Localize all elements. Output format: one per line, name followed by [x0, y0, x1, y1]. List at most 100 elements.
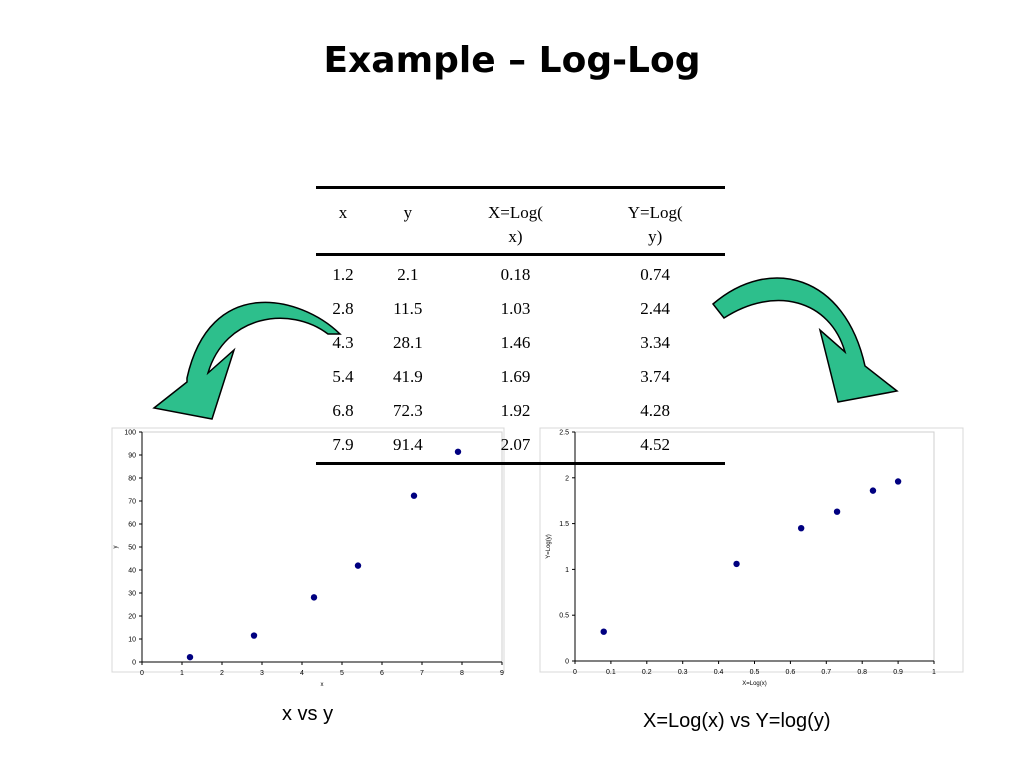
- x-tick-label: 5: [340, 670, 344, 677]
- data-point: [250, 632, 258, 639]
- cell: 3.74: [640, 367, 671, 386]
- x-tick-label: 0: [140, 670, 144, 677]
- cell: 0.74: [640, 265, 671, 284]
- curved-arrow-right: [711, 277, 899, 403]
- caption-x-vs-y: x vs y: [282, 703, 334, 725]
- y-tick-label: 20: [128, 614, 136, 621]
- cell: 2.8: [332, 299, 354, 318]
- table-header-row: x y X=Log(x) Y=Log(y): [316, 187, 725, 256]
- data-point: [600, 628, 607, 635]
- cell: 91.4: [392, 435, 423, 454]
- header-x: x: [316, 187, 371, 256]
- y-tick-label: 30: [128, 591, 136, 598]
- x-tick-label: 0.7: [821, 669, 831, 676]
- table-row: 7.9 91.4 2.07 4.52: [316, 428, 725, 464]
- table-row: 6.8 72.3 1.92 4.28: [316, 394, 725, 428]
- y-tick-label: 90: [128, 453, 136, 460]
- x-tick-label: 0.6: [786, 669, 796, 676]
- y-tick-label: 10: [128, 637, 136, 644]
- cell: 72.3: [392, 401, 423, 420]
- data-point: [354, 562, 362, 569]
- x-tick-label: 8: [460, 670, 464, 677]
- cell: 1.46: [500, 333, 531, 352]
- cell: 28.1: [392, 333, 423, 352]
- x-tick-label: 0.4: [714, 669, 724, 676]
- x-tick-label: 0.5: [750, 669, 760, 676]
- x-tick-label: 0.8: [857, 669, 867, 676]
- y-tick-label: 1.5: [559, 521, 569, 528]
- cell: 7.9: [332, 435, 354, 454]
- data-point: [833, 508, 841, 515]
- curved-arrow-left: [152, 301, 342, 420]
- header-log-x: X=Log(x): [445, 187, 586, 256]
- x-tick-label: 0.3: [678, 669, 688, 676]
- data-point: [454, 448, 462, 455]
- cell: 6.8: [332, 401, 354, 420]
- cell: 4.3: [332, 333, 354, 352]
- chart-frame: [111, 427, 505, 673]
- cell: 4.52: [640, 435, 671, 454]
- cell: 3.34: [640, 333, 671, 352]
- y-tick-label: 80: [128, 476, 136, 483]
- x-tick-label: 4: [300, 670, 304, 677]
- x-tick-label: 2: [220, 670, 224, 677]
- cell: 5.4: [332, 367, 354, 386]
- x-tick-label: 0: [573, 669, 577, 676]
- y-tick-label: 0: [132, 660, 136, 667]
- y-tick-label: 2.5: [559, 430, 569, 437]
- x-axis-title: X=Log(x): [742, 681, 767, 687]
- x-tick-label: 1: [932, 669, 936, 676]
- cell: 1.03: [500, 299, 531, 318]
- data-point: [410, 492, 418, 499]
- x-tick-label: 6: [380, 670, 384, 677]
- table-row: 1.2 2.1 0.18 0.74: [316, 255, 725, 293]
- cell: 1.92: [500, 401, 531, 420]
- y-axis-title: Y=Log(y): [546, 534, 552, 559]
- chart-frame: [539, 427, 964, 673]
- cell: 11.5: [393, 299, 423, 318]
- y-tick-label: 0.5: [559, 613, 569, 620]
- x-tick-label: 0.1: [606, 669, 616, 676]
- table-row: 2.8 11.5 1.03 2.44: [316, 292, 725, 326]
- y-tick-label: 40: [128, 568, 136, 575]
- y-tick-label: 70: [128, 499, 136, 506]
- header-log-y: Y=Log(y): [585, 187, 725, 256]
- x-tick-label: 0.9: [893, 669, 903, 676]
- y-tick-label: 60: [128, 522, 136, 529]
- header-y: y: [370, 187, 446, 256]
- data-point: [733, 560, 740, 568]
- x-tick-label: 3: [260, 670, 264, 677]
- x-tick-label: 9: [500, 670, 504, 677]
- cell: 0.18: [500, 265, 531, 284]
- cell: 4.28: [640, 401, 671, 420]
- y-tick-label: 50: [128, 545, 136, 552]
- x-axis-title: x: [321, 682, 324, 688]
- data-point: [186, 653, 194, 661]
- table-row: 4.3 28.1 1.46 3.34: [316, 326, 725, 360]
- x-tick-label: 7: [420, 670, 424, 677]
- data-point: [310, 594, 318, 601]
- cell: 1.2: [332, 265, 354, 284]
- data-point: [869, 487, 877, 494]
- caption-log-log: X=Log(x) vs Y=log(y): [643, 710, 831, 732]
- y-tick-label: 0: [565, 659, 569, 666]
- x-tick-label: 0.2: [642, 669, 652, 676]
- page-title: Example – Log-Log: [323, 40, 701, 81]
- data-point: [797, 524, 805, 532]
- cell: 1.69: [500, 367, 531, 386]
- cell: 2.1: [397, 265, 419, 284]
- cell: 41.9: [392, 367, 423, 386]
- cell: 2.44: [640, 299, 671, 318]
- cell: 2.07: [500, 435, 531, 454]
- table-row: 5.4 41.9 1.69 3.74: [316, 360, 725, 394]
- data-table: x y X=Log(x) Y=Log(y) 1.2 2.1 0.18 0.74 …: [316, 186, 725, 465]
- data-point: [894, 478, 902, 485]
- y-tick-label: 2: [565, 475, 569, 482]
- x-tick-label: 1: [180, 670, 184, 677]
- y-tick-label: 100: [124, 430, 136, 437]
- y-axis-title: y: [113, 546, 119, 549]
- y-tick-label: 1: [565, 567, 569, 574]
